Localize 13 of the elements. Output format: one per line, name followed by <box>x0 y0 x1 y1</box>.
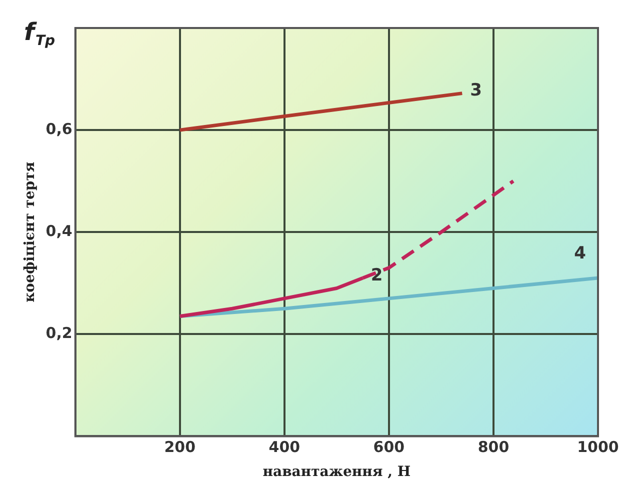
series-label: 3 <box>470 80 482 101</box>
y-axis-title: коефіцієнт тертя <box>22 162 38 302</box>
x-tick-label: 400 <box>268 438 300 456</box>
y-tick-label: 0,2 <box>46 324 72 342</box>
series-label: 2 <box>370 265 383 286</box>
x-tick-label: 1000 <box>577 438 619 456</box>
y-tick-label: 0,6 <box>46 120 72 138</box>
x-tick-label: 200 <box>164 438 196 456</box>
x-tick-label: 800 <box>478 438 510 456</box>
series-label: 4 <box>574 243 586 264</box>
x-tick-label: 600 <box>373 438 405 456</box>
y-tick-label: 0,4 <box>46 222 72 240</box>
x-axis-title: навантаження , Н <box>262 464 411 480</box>
